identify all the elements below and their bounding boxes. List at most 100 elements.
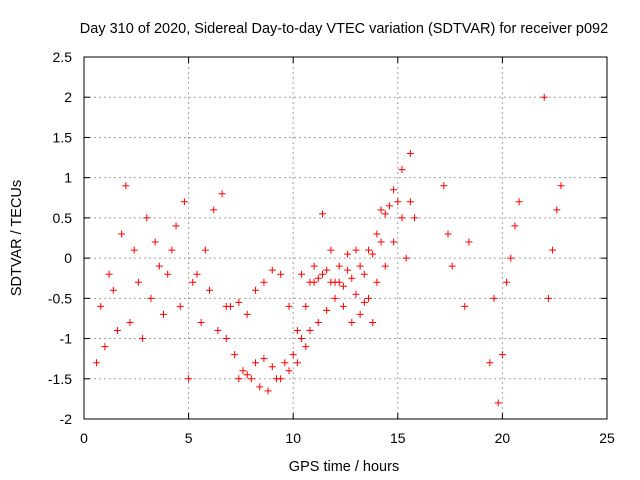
x-tick-label: 20 [495,430,511,446]
data-point [235,298,243,306]
data-point [285,367,293,375]
data-point [344,250,352,258]
data-point [490,294,498,302]
data-point [377,238,385,246]
data-point [314,274,322,282]
data-point [360,270,368,278]
data-point [540,93,548,101]
data-point [398,166,406,174]
data-point [507,254,515,262]
data-point [235,375,243,383]
data-point [331,278,339,286]
data-point [130,246,138,254]
axis-ticks: 0 5 10 15 20 25 -2 -1.5 -1 -0.5 0 0.5 1 1.5 2 2.5 [48,49,615,446]
data-point [557,182,565,190]
y-tick-label: 1 [64,170,72,186]
grid-lines [84,57,607,419]
data-point [268,266,276,274]
data-point [147,294,155,302]
data-point [260,355,268,363]
y-tick-label: 1.5 [53,129,73,145]
data-point [314,318,322,326]
data-point [385,202,393,210]
y-tick-label: -2 [60,411,73,427]
data-point [105,270,113,278]
data-point [218,190,226,198]
data-point [168,246,176,254]
chart-title: Day 310 of 2020, Sidereal Day-to-day VTE… [80,21,608,37]
data-point [544,294,552,302]
data-point [143,214,151,222]
data-point [109,286,117,294]
data-point [352,290,360,298]
data-point [101,343,109,351]
data-point [151,238,159,246]
data-point [277,375,285,383]
data-point [185,375,193,383]
data-point [247,375,255,383]
data-point [302,343,310,351]
x-tick-label: 5 [185,430,193,446]
x-tick-label: 10 [285,430,301,446]
y-tick-label: -1.5 [48,371,72,387]
data-point [348,318,356,326]
data-point [323,266,331,274]
data-point [197,318,205,326]
data-point [93,359,101,367]
data-point [118,230,126,238]
data-point [486,359,494,367]
data-point [306,278,314,286]
y-tick-label: -1 [60,331,73,347]
data-point [448,262,456,270]
x-tick-label: 15 [390,430,406,446]
data-point [201,246,209,254]
data-point [159,310,167,318]
y-axis-label: SDTVAR / TECUs [9,180,25,296]
data-point [339,302,347,310]
data-point [356,310,364,318]
data-point [243,310,251,318]
x-tick-label: 0 [80,430,88,446]
data-point [243,371,251,379]
data-point [302,302,310,310]
data-point [369,318,377,326]
data-point [331,294,339,302]
y-tick-label: 0.5 [53,210,73,226]
y-tick-label: 0 [64,250,72,266]
data-point [323,306,331,314]
data-point [377,206,385,214]
y-tick-label: -0.5 [48,290,72,306]
series-late-scatter [377,93,565,407]
data-point [498,351,506,359]
series-arc-1 [222,150,414,395]
data-point [97,302,105,310]
data-points [93,93,565,407]
data-point [239,367,247,375]
data-point [298,335,306,343]
data-point [226,302,234,310]
data-point [503,278,511,286]
data-point [394,198,402,206]
data-point [264,387,272,395]
data-point [369,250,377,258]
data-point [231,351,239,359]
y-tick-label: 2.5 [53,49,73,65]
data-point [306,327,314,335]
data-point [411,214,419,222]
data-point [293,359,301,367]
plot-frame [83,56,608,420]
data-point [281,359,289,367]
data-point [465,238,473,246]
data-point [390,238,398,246]
data-point [113,327,121,335]
data-point [126,318,134,326]
data-point [180,198,188,206]
data-point [515,198,523,206]
data-point [222,335,230,343]
data-point [381,210,389,218]
data-point [406,150,414,158]
data-point [402,254,410,262]
data-point [365,294,373,302]
data-point [344,266,352,274]
